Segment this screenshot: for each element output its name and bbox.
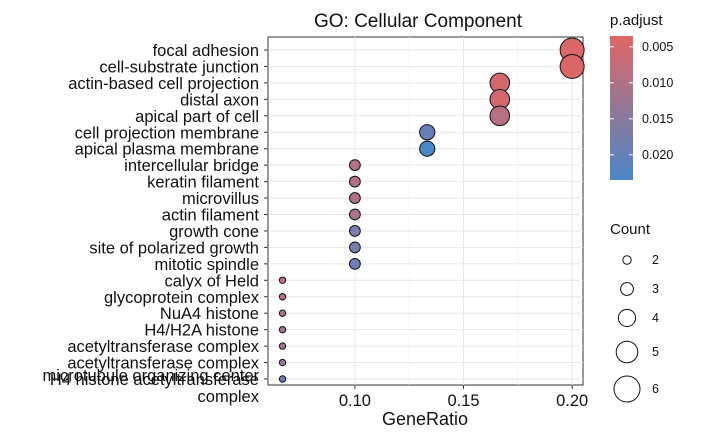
point (419, 124, 436, 141)
plot-background (267, 36, 584, 386)
size-legend-circle (617, 308, 637, 328)
point (348, 257, 361, 270)
y-tick-label: focal adhesion (153, 42, 259, 60)
point (348, 225, 361, 237)
color-legend-ticks: 0.005 0.010 0.015 0.020 (610, 40, 673, 162)
size-legend-circle (620, 282, 634, 296)
y-tick-label: actin-based cell projection (68, 75, 259, 93)
y-tick-label: growth cone (169, 223, 259, 241)
point (419, 140, 436, 157)
x-axis-ticks: 0.10 0.15 0.20 (339, 385, 588, 410)
point (348, 192, 361, 204)
x-tick-label: 0.20 (556, 392, 588, 410)
chart-title: GO: Cellular Component (314, 11, 523, 32)
grid-lines (268, 37, 583, 385)
point (489, 105, 511, 127)
y-tick-label: complex (198, 388, 260, 406)
point (348, 241, 361, 254)
size-legend-circle (613, 375, 641, 403)
y-tick-label: microvillus (182, 190, 259, 208)
size-legend-items: 2 3 4 5 6 (613, 253, 659, 403)
size-legend-label: 6 (652, 382, 659, 396)
size-legend: Count 2 3 4 5 6 (610, 221, 659, 403)
y-tick-label: calyx of Held (165, 272, 259, 290)
y-tick-label: cell projection membrane (75, 124, 259, 142)
y-tick-label: acetyltransferase complex (67, 338, 259, 356)
y-tick-label: H4 histone acetyltransferase (50, 371, 259, 389)
y-tick-label: keratin filament (147, 174, 259, 192)
plot-panel (267, 36, 585, 386)
size-legend-label: 4 (652, 311, 659, 325)
color-legend-bar (610, 36, 633, 180)
y-tick-label: apical part of cell (135, 108, 259, 126)
y-tick-label: intercellular bridge (124, 157, 259, 175)
point (278, 276, 287, 284)
point (559, 53, 585, 79)
x-tick-label: 0.15 (447, 392, 479, 410)
color-legend-tick-label: 0.020 (642, 148, 673, 162)
y-tick-label: H4/H2A histone (144, 322, 259, 340)
y-tick-label: cell-substrate junction (99, 58, 259, 76)
color-legend-title: p.adjust (610, 12, 663, 29)
y-tick-label: mitotic spindle (154, 256, 259, 274)
point (278, 293, 287, 301)
y-tick-label: apical plasma membrane (75, 141, 259, 159)
size-legend-title: Count (610, 221, 651, 238)
y-tick-label: glycoprotein complex (104, 289, 260, 307)
color-legend-tick-label: 0.005 (642, 40, 673, 54)
size-legend-label: 3 (652, 282, 659, 296)
point (278, 358, 287, 367)
size-legend-label: 2 (652, 253, 659, 267)
color-legend: p.adjust 0.005 0.010 0.015 0.020 (610, 12, 673, 180)
size-legend-label: 5 (652, 345, 659, 359)
point (348, 175, 361, 188)
color-legend-tick-label: 0.010 (642, 76, 673, 90)
size-legend-circle (615, 340, 639, 364)
y-tick-label: NuA4 histone (160, 305, 259, 323)
point (348, 159, 361, 172)
y-tick-label: site of polarized growth (89, 239, 259, 257)
y-tick-label: acetyltransferase complex (67, 355, 259, 373)
x-tick-label: 0.10 (339, 392, 371, 410)
point (278, 325, 287, 334)
x-axis-label: GeneRatio (382, 409, 468, 429)
y-tick-label: actin filament (162, 207, 260, 225)
y-tick-label: microtubule organizing center (43, 367, 260, 385)
point (278, 342, 287, 350)
point (278, 375, 287, 383)
color-legend-tick-label: 0.015 (642, 112, 673, 126)
y-tick-label: distal axon (180, 91, 259, 109)
point (348, 208, 361, 221)
points-layer (278, 37, 585, 383)
point (278, 309, 287, 317)
size-legend-circle (622, 255, 632, 265)
